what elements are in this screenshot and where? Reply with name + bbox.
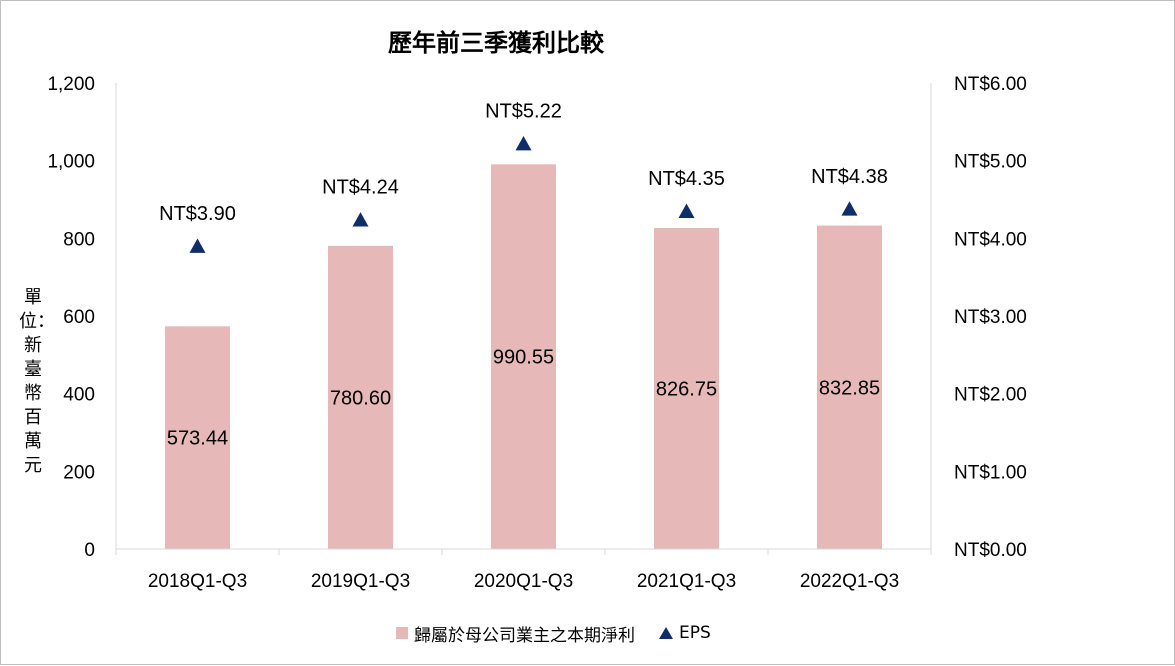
left-tick-label: 0 — [84, 540, 95, 561]
eps-marker — [678, 203, 695, 218]
left-tick-label: 800 — [63, 229, 95, 250]
chart-title: 歷年前三季獲利比較 — [388, 29, 604, 57]
right-tick-label: NT$5.00 — [954, 152, 1027, 173]
legend-label-bars: 歸屬於母公司業主之本期淨利 — [414, 625, 635, 646]
eps-marker — [352, 212, 369, 227]
bar — [165, 326, 230, 549]
right-tick-label: NT$0.00 — [954, 540, 1027, 561]
bar — [654, 227, 719, 549]
eps-value-label: NT$3.90 — [159, 203, 236, 225]
legend-triangle-icon — [659, 627, 673, 639]
left-tick-label: 1,000 — [47, 152, 95, 173]
bar-value-label: 990.55 — [493, 347, 554, 369]
legend-swatch-bars — [396, 627, 408, 639]
bar-value-label: 832.85 — [819, 377, 880, 399]
bar-value-label: 780.60 — [330, 387, 391, 409]
bar-value-label: 573.44 — [167, 428, 228, 450]
right-tick-label: NT$2.00 — [954, 385, 1027, 406]
bar — [328, 245, 393, 549]
legend-item-bars: 歸屬於母公司業主之本期淨利 — [396, 621, 635, 646]
eps-value-label: NT$5.22 — [485, 101, 562, 123]
eps-value-label: NT$4.24 — [322, 177, 399, 199]
legend-label-eps: EPS — [679, 623, 711, 643]
right-tick-label: NT$1.00 — [954, 462, 1027, 483]
y-axis-title: 單位：新臺幣百萬元 — [19, 287, 55, 476]
bar — [491, 164, 556, 549]
right-tick-label: NT$3.00 — [954, 307, 1027, 328]
x-tick-label: 2019Q1-Q3 — [311, 571, 410, 592]
eps-value-label: NT$4.35 — [648, 168, 725, 190]
right-tick-label: NT$6.00 — [954, 74, 1027, 95]
left-tick-label: 400 — [63, 385, 95, 406]
x-tick-label: 2021Q1-Q3 — [637, 571, 736, 592]
right-tick-label: NT$4.00 — [954, 229, 1027, 250]
legend-item-eps: EPS — [659, 623, 711, 643]
x-tick-label: 2018Q1-Q3 — [148, 571, 247, 592]
left-tick-label: 600 — [63, 307, 95, 328]
eps-value-label: NT$4.38 — [811, 166, 888, 188]
left-tick-label: 200 — [63, 462, 95, 483]
x-tick-label: 2022Q1-Q3 — [800, 571, 899, 592]
eps-marker — [515, 135, 532, 151]
bar — [817, 225, 882, 549]
x-tick-label: 2020Q1-Q3 — [474, 571, 573, 592]
bar-value-label: 826.75 — [656, 378, 717, 400]
legend: 歸屬於母公司業主之本期淨利 EPS — [396, 621, 727, 646]
left-tick-label: 1,200 — [47, 74, 95, 95]
eps-marker — [189, 238, 206, 253]
eps-marker — [841, 201, 858, 216]
